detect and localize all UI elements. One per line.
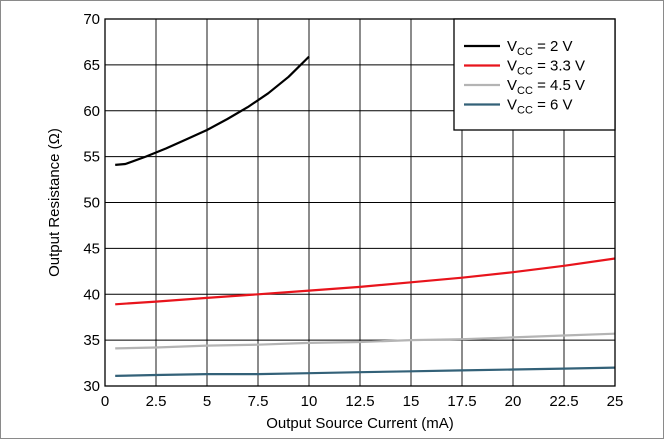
x-tick-label: 2.5 xyxy=(146,393,167,410)
legend-label: VCC = 2 V xyxy=(507,38,573,58)
x-tick-label: 20 xyxy=(505,393,522,410)
y-tick-label: 55 xyxy=(83,149,100,166)
x-tick-label: 22.5 xyxy=(549,393,578,410)
x-tick-label: 15 xyxy=(403,393,420,410)
x-tick-label: 10 xyxy=(301,393,318,410)
series-line-4 xyxy=(115,366,616,377)
legend-label: VCC = 3.3 V xyxy=(507,58,585,78)
series-lines xyxy=(115,55,616,377)
y-axis-label: Output Resistance (Ω) xyxy=(46,128,63,277)
y-tick-label: 45 xyxy=(83,240,100,257)
x-tick-label: 0 xyxy=(101,393,109,410)
y-tick-label: 60 xyxy=(83,103,100,120)
legend-label: VCC = 6 V xyxy=(507,97,573,117)
y-tick-label: 35 xyxy=(83,332,100,349)
y-tick-label: 50 xyxy=(83,195,100,212)
y-tick-label: 70 xyxy=(83,11,100,28)
legend-label: VCC = 4.5 V xyxy=(507,77,585,97)
tick-labels: 0 2.5 5 7.5 10 12.5 15 17.5 20 22.5 25 30 35 40 45 50 55… xyxy=(83,11,623,410)
series-line-3 xyxy=(115,332,616,350)
plot-area-border xyxy=(104,18,616,387)
series-line-2 xyxy=(115,257,616,306)
x-axis-label: Output Source Current (mA) xyxy=(266,415,454,432)
y-tick-label: 40 xyxy=(83,286,100,303)
x-tick-label: 12.5 xyxy=(345,393,374,410)
legend-box xyxy=(453,18,616,131)
y-tick-label: 65 xyxy=(83,57,100,74)
x-tick-label: 25 xyxy=(607,393,624,410)
y-tick-label: 30 xyxy=(83,378,100,395)
x-tick-label: 5 xyxy=(203,393,211,410)
x-tick-label: 17.5 xyxy=(447,393,476,410)
x-tick-label: 7.5 xyxy=(248,393,269,410)
series-line-1 xyxy=(115,55,310,166)
